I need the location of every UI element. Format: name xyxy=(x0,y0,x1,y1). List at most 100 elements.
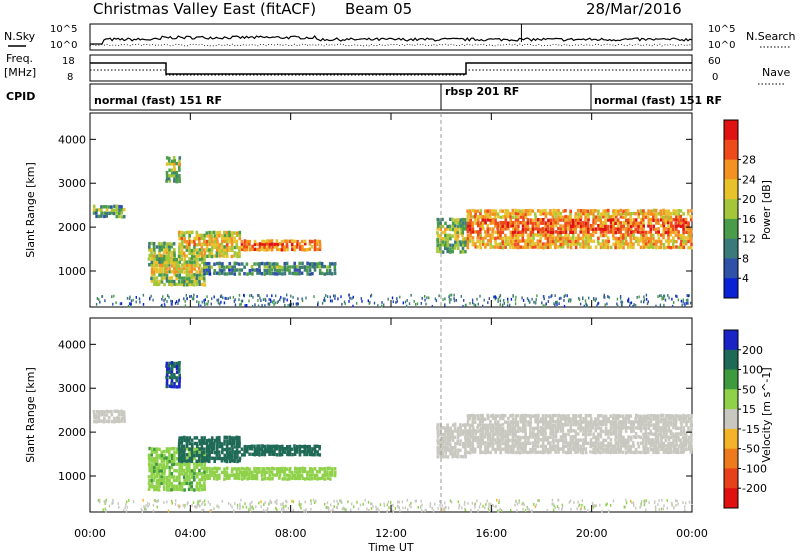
range-gate-cell xyxy=(522,245,525,250)
range-gate-cell xyxy=(586,425,590,430)
range-gate-cell xyxy=(168,370,171,374)
range-gate-cell xyxy=(180,245,184,249)
range-gate-cell xyxy=(210,248,214,252)
range-gate-cell xyxy=(441,442,445,446)
range-gate-cell xyxy=(654,426,658,430)
range-gate-cell xyxy=(584,441,588,445)
range-gate-cell xyxy=(496,432,500,436)
range-gate-cell xyxy=(637,420,640,424)
ground-scatter-cell xyxy=(522,299,525,302)
range-gate-cell xyxy=(213,450,217,455)
range-gate-cell xyxy=(612,413,615,418)
range-gate-cell xyxy=(508,236,512,241)
range-gate-cell xyxy=(293,449,297,454)
ground-scatter-cell xyxy=(362,502,364,506)
range-gate-cell xyxy=(268,477,272,481)
range-gate-cell xyxy=(519,215,523,219)
range-gate-cell xyxy=(592,447,595,452)
range-gate-cell xyxy=(499,429,503,433)
ground-scatter-cell xyxy=(219,302,221,306)
range-gate-cell xyxy=(105,205,108,209)
range-gate-cell xyxy=(566,417,570,421)
range-gate-cell xyxy=(333,262,337,266)
range-gate-cell xyxy=(316,452,319,457)
range-gate-cell xyxy=(197,266,201,271)
range-gate-cell xyxy=(506,444,510,448)
range-gate-cell xyxy=(614,221,617,225)
range-gate-cell xyxy=(162,466,166,470)
range-gate-cell xyxy=(461,455,465,459)
range-gate-cell xyxy=(466,444,470,448)
range-gate-cell xyxy=(499,233,502,238)
range-gate-cell xyxy=(175,161,179,166)
range-gate-cell xyxy=(534,448,537,452)
range-gate-cell xyxy=(198,270,202,274)
ground-scatter-cell xyxy=(425,302,427,306)
range-gate-cell xyxy=(639,429,643,433)
range-gate-cell xyxy=(446,448,450,452)
range-gate-cell xyxy=(230,242,234,247)
range-gate-cell xyxy=(456,234,460,238)
ground-scatter-cell xyxy=(281,503,284,507)
ground-scatter-cell xyxy=(257,304,260,308)
range-gate-cell xyxy=(657,438,660,442)
range-gate-cell xyxy=(446,423,449,427)
range-gate-cell xyxy=(444,455,447,459)
range-gate-cell xyxy=(333,271,337,276)
range-gate-cell xyxy=(569,423,573,427)
range-gate-cell xyxy=(604,224,607,228)
ground-scatter-cell xyxy=(531,297,533,301)
range-gate-cell xyxy=(546,233,550,238)
range-gate-cell xyxy=(682,224,685,228)
range-gate-cell xyxy=(572,422,575,427)
range-gate-cell xyxy=(228,230,231,235)
range-gate-cell xyxy=(217,450,221,454)
range-gate-cell xyxy=(546,239,550,244)
range-gate-cell xyxy=(295,272,299,276)
range-gate-cell xyxy=(532,242,535,247)
ground-scatter-cell xyxy=(323,296,326,300)
range-gate-cell xyxy=(436,426,439,430)
range-gate-cell xyxy=(468,451,472,455)
range-gate-cell xyxy=(306,447,309,451)
range-gate-cell xyxy=(218,234,221,238)
ground-scatter-cell xyxy=(676,295,678,298)
range-gate-cell xyxy=(152,245,156,249)
range-gate-cell xyxy=(516,221,520,225)
range-gate-cell xyxy=(551,426,555,431)
range-gate-cell xyxy=(551,214,555,219)
range-gate-cell xyxy=(564,423,567,427)
range-gate-cell xyxy=(511,422,515,427)
range-gate-cell xyxy=(471,227,475,231)
range-gate-cell xyxy=(564,218,567,222)
range-gate-cell xyxy=(178,439,181,443)
range-gate-cell xyxy=(190,257,194,261)
range-gate-cell xyxy=(669,450,673,454)
range-gate-cell xyxy=(291,476,294,480)
range-gate-cell xyxy=(682,447,685,451)
range-gate-cell xyxy=(160,242,164,246)
range-gate-cell xyxy=(521,221,525,225)
range-gate-cell xyxy=(481,419,484,424)
ground-scatter-cell xyxy=(498,499,500,502)
range-gate-cell xyxy=(100,419,103,423)
range-gate-cell xyxy=(529,233,533,237)
range-gate-cell xyxy=(195,270,198,274)
range-gate-cell xyxy=(160,248,163,252)
range-gate-cell xyxy=(469,230,473,234)
range-gate-cell xyxy=(687,419,690,424)
range-gate-cell xyxy=(494,429,497,433)
range-gate-cell xyxy=(200,475,204,479)
range-gate-cell xyxy=(215,245,219,249)
range-gate-cell xyxy=(531,245,535,249)
range-gate-cell xyxy=(602,444,605,448)
range-gate-cell xyxy=(602,209,605,213)
range-gate-cell xyxy=(153,456,156,461)
range-gate-cell xyxy=(243,242,247,246)
ground-scatter-cell xyxy=(145,504,147,507)
range-gate-cell xyxy=(316,477,319,481)
range-gate-cell xyxy=(188,270,192,274)
range-gate-cell xyxy=(233,476,236,480)
range-gate-cell xyxy=(240,268,244,272)
range-gate-cell xyxy=(457,448,460,452)
